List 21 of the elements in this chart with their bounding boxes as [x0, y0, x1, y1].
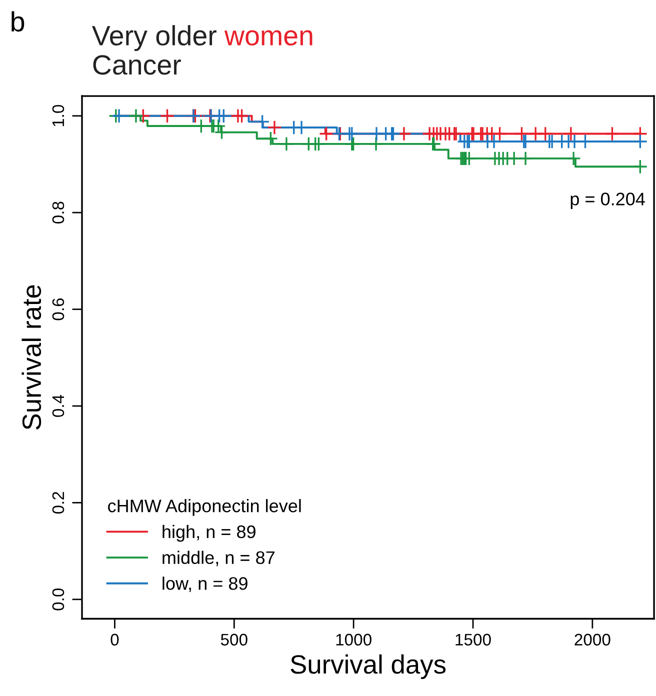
legend-label: high, n = 89	[162, 524, 256, 542]
chart-subtitle: Cancer	[93, 55, 181, 75]
y-tick-label: 0.8	[52, 202, 64, 224]
y-axis-title: Survival rate	[22, 285, 42, 430]
y-tick-label: 0.0	[52, 588, 64, 610]
chart-title: Very older women	[92, 25, 312, 52]
annotation: p = 0.204	[570, 192, 645, 210]
y-tick-label: 0.4	[52, 394, 64, 417]
x-tick-label: 500	[220, 634, 248, 646]
legend-label: middle, n = 87	[162, 550, 274, 566]
y-tick-label: 1.0	[52, 104, 64, 126]
x-tick-label: 1500	[456, 634, 491, 646]
x-tick-label: 2000	[574, 634, 610, 646]
x-axis-title: Survival days	[290, 654, 446, 680]
legend-title: cHMW Adiponectin level	[108, 499, 301, 516]
y-tick-label: 0.2	[52, 492, 64, 514]
legend-label: low, n = 89	[162, 576, 248, 592]
x-tick-label: 0	[110, 634, 119, 646]
text: b	[12, 11, 24, 32]
x-tick-label: 1000	[336, 634, 372, 646]
y-tick-label: 0.6	[52, 298, 64, 320]
